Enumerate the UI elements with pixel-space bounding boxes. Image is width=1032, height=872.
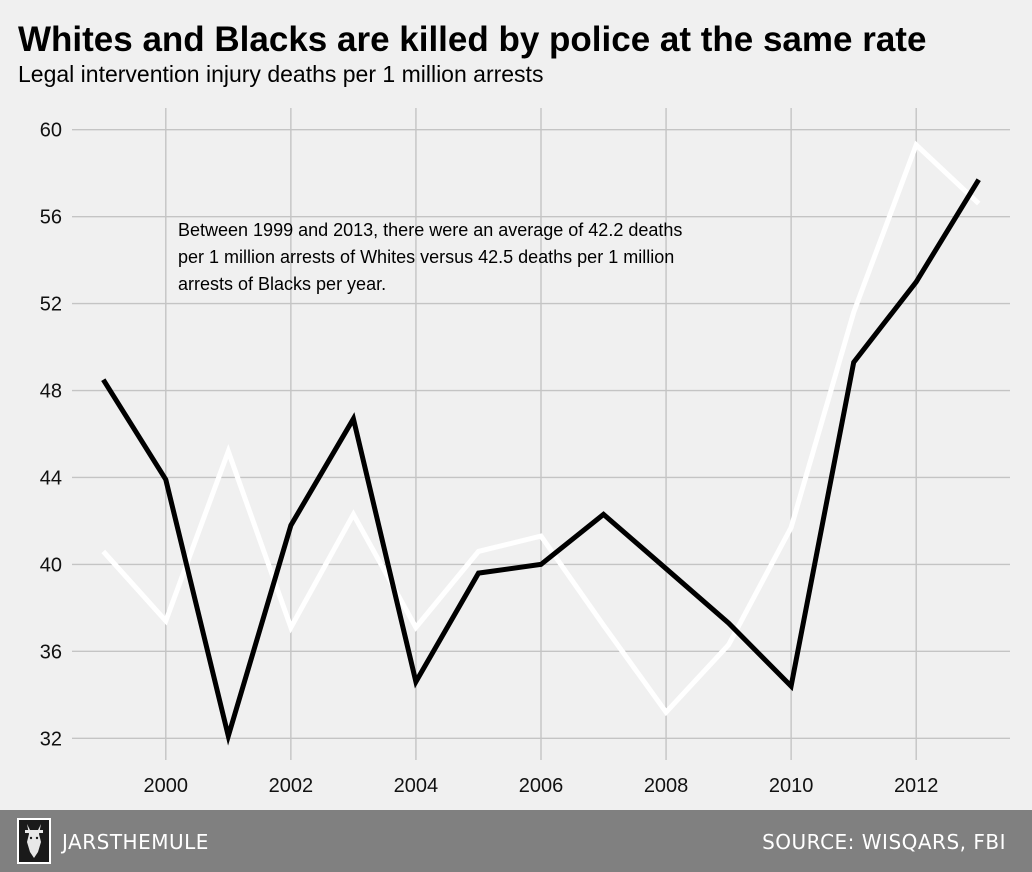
x-tick-label: 2008 xyxy=(644,775,689,797)
footer-background xyxy=(0,810,1032,872)
grid-lines xyxy=(72,108,1010,760)
annotation-line-3: arrests of Blacks per year. xyxy=(178,274,386,294)
footer-brand: JARSTHEMULE xyxy=(60,830,209,854)
x-axis-ticks: 2000 2002 2004 2006 2008 2010 2012 xyxy=(144,775,939,797)
footer-bar: JARSTHEMULE SOURCE: WISQARS, FBI xyxy=(0,810,1032,872)
x-tick-label: 2004 xyxy=(394,775,439,797)
y-tick-label: 32 xyxy=(40,728,62,750)
series-line-blacks xyxy=(101,178,981,746)
y-tick-label: 36 xyxy=(40,641,62,663)
y-tick-label: 52 xyxy=(40,294,62,316)
y-tick-label: 60 xyxy=(40,120,62,142)
y-tick-label: 44 xyxy=(40,467,62,489)
x-tick-label: 2006 xyxy=(519,775,564,797)
annotation-line-1: Between 1999 and 2013, there were an ave… xyxy=(178,220,682,240)
footer-source: SOURCE: WISQARS, FBI xyxy=(762,830,1006,854)
annotation-line-2: per 1 million arrests of Whites versus 4… xyxy=(178,247,674,267)
x-tick-label: 2000 xyxy=(144,775,189,797)
chart-title: Whites and Blacks are killed by police a… xyxy=(18,20,926,59)
x-tick-label: 2010 xyxy=(769,775,814,797)
chart-subtitle: Legal intervention injury deaths per 1 m… xyxy=(18,61,543,87)
mule-icon xyxy=(17,818,51,864)
y-axis-ticks: 32 36 40 44 48 52 56 60 xyxy=(40,120,62,751)
y-tick-label: 48 xyxy=(40,381,62,403)
x-tick-label: 2002 xyxy=(269,775,314,797)
series-line-whites xyxy=(101,140,981,717)
series-lines xyxy=(101,140,981,746)
y-tick-label: 40 xyxy=(40,554,62,576)
y-tick-label: 56 xyxy=(40,207,62,229)
x-tick-label: 2012 xyxy=(894,775,939,797)
